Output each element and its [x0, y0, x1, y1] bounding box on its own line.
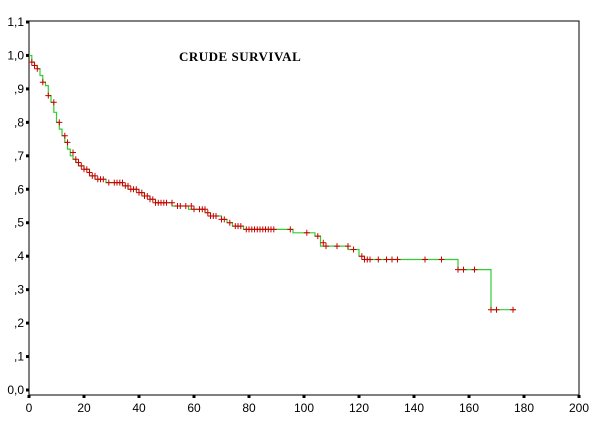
y-tick-label: ,8 — [14, 115, 24, 129]
censor-mark — [31, 62, 38, 69]
censor-mark — [204, 209, 211, 216]
x-tick-label: 180 — [514, 401, 534, 415]
censor-mark — [39, 79, 46, 86]
y-tick-label: ,3 — [14, 283, 24, 297]
censor-mark — [163, 199, 170, 206]
x-tick-label: 200 — [569, 401, 589, 415]
censor-mark — [237, 223, 244, 230]
plot-frame — [28, 20, 580, 396]
censor-mark — [50, 99, 57, 106]
x-tick-label: 140 — [404, 401, 424, 415]
censor-mark — [133, 186, 140, 193]
censor-mark — [471, 266, 478, 273]
censor-mark — [422, 256, 428, 263]
censor-mark — [56, 119, 63, 126]
censor-mark — [389, 256, 395, 263]
censor-mark — [191, 206, 197, 213]
x-tick-label: 60 — [187, 401, 201, 415]
censor-mark — [394, 256, 401, 263]
censor-mark — [320, 239, 327, 246]
censor-mark — [34, 65, 41, 72]
x-tick-label: 0 — [26, 401, 33, 415]
y-tick-label: ,7 — [14, 149, 24, 163]
censor-mark — [70, 149, 76, 156]
censor-mark — [83, 166, 90, 173]
censor-mark — [375, 256, 382, 263]
censor-mark — [438, 256, 445, 263]
censor-mark — [334, 243, 340, 250]
y-tick-label: ,2 — [14, 316, 24, 330]
censor-mark — [510, 306, 516, 313]
censor-mark — [169, 199, 175, 206]
censor-mark — [345, 243, 351, 250]
x-tick-label: 20 — [77, 401, 91, 415]
censor-mark — [105, 179, 112, 186]
y-tick-label: ,4 — [14, 249, 24, 263]
censor-mark — [72, 156, 79, 163]
censor-mark — [188, 203, 195, 209]
chart-title: CRUDE SURVIVAL — [179, 49, 301, 64]
censor-mark — [314, 233, 321, 240]
censor-mark — [213, 213, 219, 219]
censor-mark — [383, 256, 390, 263]
censor-mark — [92, 172, 98, 179]
censor-mark — [119, 179, 126, 186]
censor-mark — [488, 306, 494, 313]
x-tick-label: 40 — [132, 401, 146, 415]
censor-mark — [455, 266, 461, 273]
censor-mark — [138, 189, 145, 196]
censor-mark — [358, 253, 365, 260]
y-tick-label: 1,1 — [7, 15, 24, 29]
censor-mark — [367, 256, 373, 263]
censor-mark — [75, 159, 82, 166]
censor-mark — [64, 139, 71, 146]
censor-mark — [149, 196, 156, 203]
censor-mark — [78, 162, 85, 169]
censor-mark — [125, 182, 131, 189]
censor-mark — [350, 246, 357, 253]
censor-mark — [182, 203, 189, 209]
censor-mark — [177, 203, 184, 209]
y-tick-label: ,5 — [14, 216, 24, 230]
censor-mark — [270, 226, 277, 233]
x-tick-label: 120 — [349, 401, 369, 415]
censor-mark — [221, 216, 228, 223]
censor-mark — [45, 92, 52, 99]
censor-mark — [287, 226, 294, 233]
y-tick-label: 1,0 — [7, 48, 24, 62]
y-tick-label: ,9 — [14, 82, 24, 96]
y-tick-label: ,1 — [14, 350, 24, 364]
y-tick-label: 0,0 — [7, 383, 24, 397]
series-layer — [28, 54, 516, 313]
x-tick-label: 160 — [459, 401, 479, 415]
censor-mark — [61, 132, 68, 139]
censor-mark — [303, 229, 310, 236]
censor-mark — [226, 219, 233, 226]
censor-mark — [460, 266, 467, 273]
censor-mark — [144, 193, 151, 199]
x-axis: 0 20 40 60 80 100 120 140 160 180 200 — [26, 395, 589, 415]
x-tick-label: 100 — [294, 401, 314, 415]
x-tick-label: 80 — [242, 401, 256, 415]
y-axis: 0,0 ,1 ,2 ,3 ,4 ,5 ,6 ,7 ,8 ,9 1,0 1,1 — [7, 15, 29, 397]
censor-mark — [100, 176, 107, 183]
censor-mark — [28, 59, 35, 66]
censor-mark — [202, 206, 208, 213]
censor-mark — [323, 243, 329, 250]
censor-mark — [493, 306, 500, 313]
censor-mark — [86, 169, 93, 176]
y-tick-label: ,6 — [14, 182, 24, 196]
